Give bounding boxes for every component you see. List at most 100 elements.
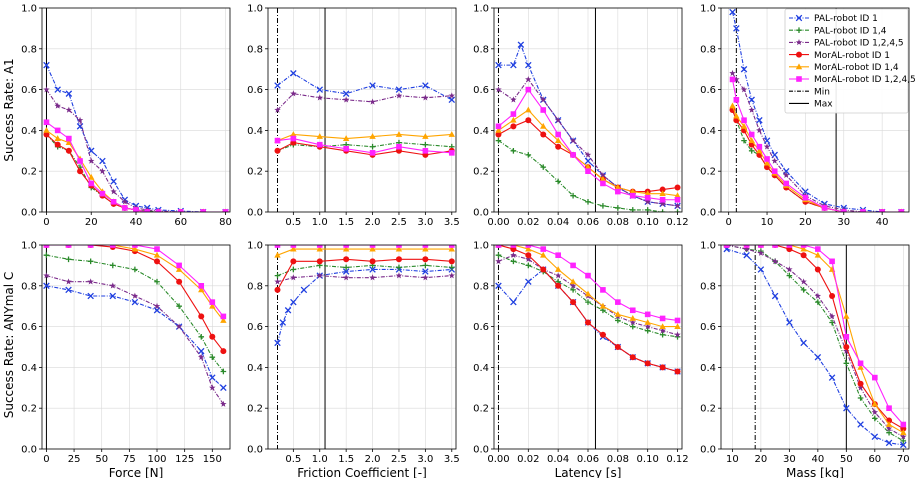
data-point — [395, 256, 402, 263]
data-point — [740, 86, 748, 93]
grid — [42, 244, 230, 450]
data-point — [220, 368, 227, 375]
data-point — [77, 168, 84, 175]
data-point — [65, 286, 72, 294]
data-point — [290, 135, 297, 142]
data-point — [569, 282, 577, 289]
series-moral-robot-id-1 — [723, 245, 907, 432]
y-tick-label: 0.0 — [21, 208, 37, 219]
panels: 0 20 40 60 80 0.0 0.2 0.4 0.6 0.8 1.0 0.5 1.0 1.5 2.0 2… — [21, 4, 910, 478]
y-tick-label: 0.2 — [247, 167, 263, 178]
data-point — [584, 290, 592, 297]
y-tick-label: 0.0 — [247, 445, 263, 456]
series-moral-robot-id-1-2-4-5 — [274, 245, 455, 248]
data-point — [448, 245, 455, 248]
data-point — [786, 266, 793, 273]
series-pal-robot-id-1-2-4-5 — [495, 76, 681, 209]
y-tick-label: 0.0 — [700, 445, 716, 456]
data-point — [510, 245, 517, 248]
data-point — [422, 82, 429, 89]
data-point — [644, 311, 651, 318]
data-point — [131, 292, 139, 299]
data-point — [629, 323, 636, 330]
data-point — [209, 302, 216, 309]
data-point — [343, 256, 350, 263]
data-point — [525, 117, 532, 124]
x-tick-label: 0.12 — [666, 454, 688, 465]
data-point — [495, 245, 502, 248]
data-point — [525, 106, 532, 113]
x-tick-label: 2.5 — [391, 454, 407, 465]
x-tick-label: 0.10 — [637, 217, 659, 228]
data-point — [122, 205, 128, 211]
data-point — [342, 96, 350, 103]
x-tick-label: 60 — [174, 217, 187, 228]
data-point — [644, 194, 651, 201]
y-tick-label: 0.6 — [21, 85, 37, 96]
data-point — [786, 319, 793, 326]
plot-frame — [720, 244, 910, 450]
series-moral-robot-id-1-2-4-5 — [43, 245, 227, 320]
legend-entry-moral-robot-id-1-4: MorAL-robot ID 1,4 — [789, 63, 899, 73]
panel-r0-c2: 0.00 0.02 0.04 0.06 0.08 0.10 0.12 0.0 0.2 0.4 0.6… — [473, 4, 689, 229]
data-point — [133, 207, 139, 212]
data-point — [495, 123, 502, 130]
row-label-anymal-c: Success Rate: ANYmal C — [2, 272, 16, 419]
y-tick-label: 1.0 — [21, 241, 37, 252]
data-point — [369, 82, 376, 89]
data-point — [43, 252, 50, 258]
data-point — [828, 313, 836, 320]
data-point — [615, 188, 621, 195]
data-point — [155, 209, 162, 212]
data-point — [198, 313, 205, 320]
data-point — [674, 184, 681, 191]
data-point — [857, 395, 864, 401]
data-point — [748, 137, 755, 143]
data-point — [659, 209, 666, 212]
y-tick-label: 1.0 — [473, 4, 489, 15]
y-tick-label: 0.0 — [473, 445, 489, 456]
series-pal-robot-id-1-4 — [43, 252, 227, 375]
data-point — [290, 70, 297, 77]
data-point — [316, 272, 323, 279]
y-tick-label: 0.2 — [473, 167, 489, 178]
y-tick-label: 0.0 — [473, 208, 489, 219]
x-tick-label: 1.0 — [312, 217, 328, 228]
data-point — [885, 439, 893, 447]
x-tick-label: 20 — [85, 217, 98, 228]
series-line — [277, 248, 452, 256]
data-point — [540, 96, 547, 103]
data-point — [177, 209, 184, 212]
series-line — [46, 245, 224, 352]
data-point — [748, 148, 755, 154]
data-point — [600, 180, 606, 187]
data-point — [599, 175, 607, 182]
data-point — [54, 135, 61, 141]
series-line — [46, 121, 226, 212]
data-point — [644, 323, 651, 330]
data-point — [422, 141, 429, 148]
series-line — [46, 254, 224, 372]
legend: PAL-robot ID 1 PAL-robot ID 1,4 PAL-robot … — [784, 8, 916, 114]
series-line — [277, 72, 453, 101]
data-point — [829, 293, 836, 299]
data-point — [109, 292, 117, 300]
data-point — [554, 272, 562, 279]
data-point — [448, 258, 455, 265]
legend-entry-moral-robot-id-1-2-4-5: MorAL-robot ID 1,2,4,5 — [789, 75, 916, 85]
data-point — [448, 96, 456, 104]
data-point — [814, 251, 822, 258]
data-point — [674, 317, 681, 324]
data-point — [674, 331, 681, 338]
data-point — [395, 272, 403, 279]
y-tick-label: 1.0 — [700, 241, 716, 252]
data-point — [771, 151, 778, 159]
data-point — [829, 258, 835, 265]
x-tick-label: 0.04 — [547, 454, 569, 465]
data-point — [555, 131, 561, 138]
data-point — [644, 190, 651, 197]
y-tick-label: 0.8 — [247, 281, 263, 292]
x-tick-label: 0 — [43, 454, 49, 465]
data-point — [316, 94, 323, 101]
data-point — [495, 131, 502, 138]
